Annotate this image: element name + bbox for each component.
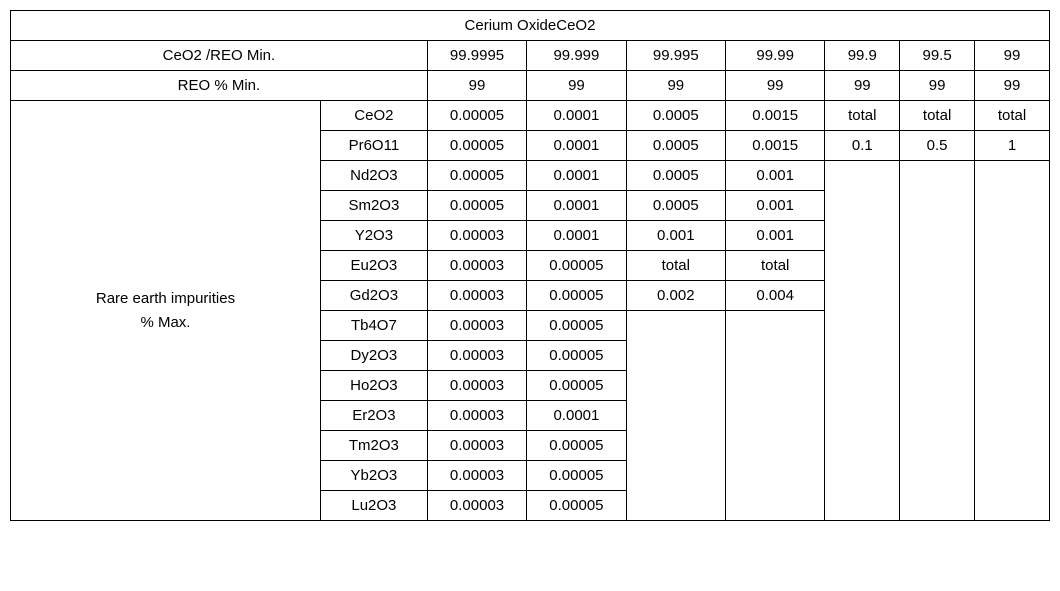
value-cell: 0.00005 [527, 461, 626, 491]
reo-min-value: 99 [900, 71, 975, 101]
value-cell: 0.0005 [626, 131, 725, 161]
value-cell: 0.1 [825, 131, 900, 161]
purity-grade: 99 [975, 41, 1050, 71]
value-cell: 0.001 [626, 221, 725, 251]
purity-grade: 99.999 [527, 41, 626, 71]
value-cell: 0.00005 [527, 251, 626, 281]
reo-min-value: 99 [427, 71, 526, 101]
table-title: Cerium OxideCeO2 [11, 11, 1050, 41]
spec-table: Cerium OxideCeO2CeO2 /REO Min.99.999599.… [10, 10, 1050, 521]
value-cell [900, 161, 975, 521]
value-cell: 0.00003 [427, 311, 526, 341]
compound-name: Lu2O3 [320, 491, 427, 521]
value-cell: 0.0001 [527, 161, 626, 191]
value-cell: 0.00003 [427, 461, 526, 491]
value-cell: 0.00005 [527, 371, 626, 401]
value-cell: 0.5 [900, 131, 975, 161]
value-cell: 0.00003 [427, 341, 526, 371]
value-cell: 0.00003 [427, 401, 526, 431]
value-cell: total [726, 251, 825, 281]
value-cell: 0.0005 [626, 161, 725, 191]
compound-name: Ho2O3 [320, 371, 427, 401]
value-cell [626, 311, 725, 521]
reo-min-value: 99 [626, 71, 725, 101]
section-label-rare-earth-impurities: Rare earth impurities% Max. [11, 101, 321, 521]
compound-name: Eu2O3 [320, 251, 427, 281]
section-label-line2: % Max. [15, 311, 316, 335]
value-cell [726, 311, 825, 521]
compound-name: Tb4O7 [320, 311, 427, 341]
value-cell: 0.0001 [527, 131, 626, 161]
value-cell: 0.0005 [626, 101, 725, 131]
value-cell: 0.00003 [427, 371, 526, 401]
compound-name: Tm2O3 [320, 431, 427, 461]
purity-grade: 99.995 [626, 41, 725, 71]
value-cell: 0.00005 [427, 131, 526, 161]
value-cell: total [900, 101, 975, 131]
value-cell [825, 161, 900, 521]
purity-grade: 99.99 [726, 41, 825, 71]
value-cell: 0.00005 [527, 311, 626, 341]
header-ceo2-reo-min: CeO2 /REO Min. [11, 41, 428, 71]
purity-grade: 99.9 [825, 41, 900, 71]
reo-min-value: 99 [527, 71, 626, 101]
value-cell: 0.00003 [427, 251, 526, 281]
value-cell: 0.00003 [427, 491, 526, 521]
purity-grade: 99.9995 [427, 41, 526, 71]
value-cell: 0.001 [726, 191, 825, 221]
value-cell: 0.0015 [726, 101, 825, 131]
value-cell: 0.00003 [427, 431, 526, 461]
value-cell: 0.00005 [527, 281, 626, 311]
compound-name: Nd2O3 [320, 161, 427, 191]
value-cell: 0.0015 [726, 131, 825, 161]
value-cell: 0.001 [726, 221, 825, 251]
compound-name: Er2O3 [320, 401, 427, 431]
compound-name: Pr6O11 [320, 131, 427, 161]
value-cell: 0.0001 [527, 401, 626, 431]
value-cell: 0.0001 [527, 101, 626, 131]
reo-min-value: 99 [975, 71, 1050, 101]
value-cell: 0.00003 [427, 281, 526, 311]
value-cell: 0.00005 [427, 161, 526, 191]
compound-name: Sm2O3 [320, 191, 427, 221]
value-cell: 0.0005 [626, 191, 725, 221]
compound-name: Y2O3 [320, 221, 427, 251]
value-cell: total [626, 251, 725, 281]
value-cell [975, 161, 1050, 521]
reo-min-value: 99 [825, 71, 900, 101]
value-cell: 1 [975, 131, 1050, 161]
value-cell: 0.00003 [427, 221, 526, 251]
value-cell: 0.00005 [527, 341, 626, 371]
value-cell: 0.00005 [427, 191, 526, 221]
purity-grade: 99.5 [900, 41, 975, 71]
value-cell: 0.00005 [527, 491, 626, 521]
compound-name: Gd2O3 [320, 281, 427, 311]
value-cell: 0.00005 [527, 431, 626, 461]
value-cell: 0.0001 [527, 191, 626, 221]
value-cell: total [975, 101, 1050, 131]
value-cell: 0.001 [726, 161, 825, 191]
compound-name: CeO2 [320, 101, 427, 131]
compound-name: Yb2O3 [320, 461, 427, 491]
compound-name: Dy2O3 [320, 341, 427, 371]
section-label-line1: Rare earth impurities [15, 287, 316, 311]
value-cell: 0.004 [726, 281, 825, 311]
reo-min-value: 99 [726, 71, 825, 101]
value-cell: 0.0001 [527, 221, 626, 251]
value-cell: 0.002 [626, 281, 725, 311]
value-cell: 0.00005 [427, 101, 526, 131]
header-reo-pct-min: REO % Min. [11, 71, 428, 101]
value-cell: total [825, 101, 900, 131]
